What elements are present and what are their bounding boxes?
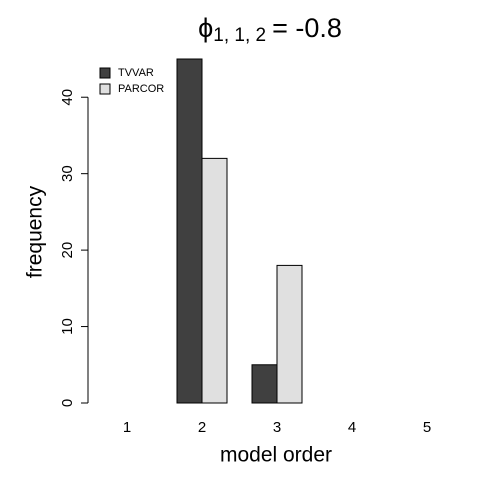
bar [251, 364, 278, 404]
y-tick-label: 0 [59, 399, 76, 407]
legend-label: TVVAR [118, 67, 154, 79]
x-tick-label: 5 [423, 419, 431, 436]
x-tick-label: 4 [348, 419, 356, 436]
y-tick-label: 20 [59, 242, 76, 259]
x-axis-label: model order [220, 444, 332, 467]
legend-label: PARCOR [118, 83, 164, 95]
legend-swatch [99, 83, 111, 95]
chart-title: ϕ1, 1, 2 = -0.8 [198, 13, 342, 46]
x-tick-label: 3 [273, 419, 281, 436]
legend-swatch [99, 67, 111, 79]
x-tick-label: 2 [198, 419, 206, 436]
x-tick-label: 1 [123, 419, 131, 436]
y-axis-label: frequency [24, 185, 47, 278]
bar [201, 157, 228, 404]
bar [276, 264, 303, 404]
y-tick-label: 10 [59, 318, 76, 335]
title-rest: = -0.8 [272, 13, 342, 43]
title-subscript: 1, 1, 2 [213, 25, 266, 46]
title-symbol: ϕ [198, 13, 213, 43]
y-tick-label: 30 [59, 165, 76, 182]
y-tick-label: 40 [59, 89, 76, 106]
bar [176, 58, 203, 404]
